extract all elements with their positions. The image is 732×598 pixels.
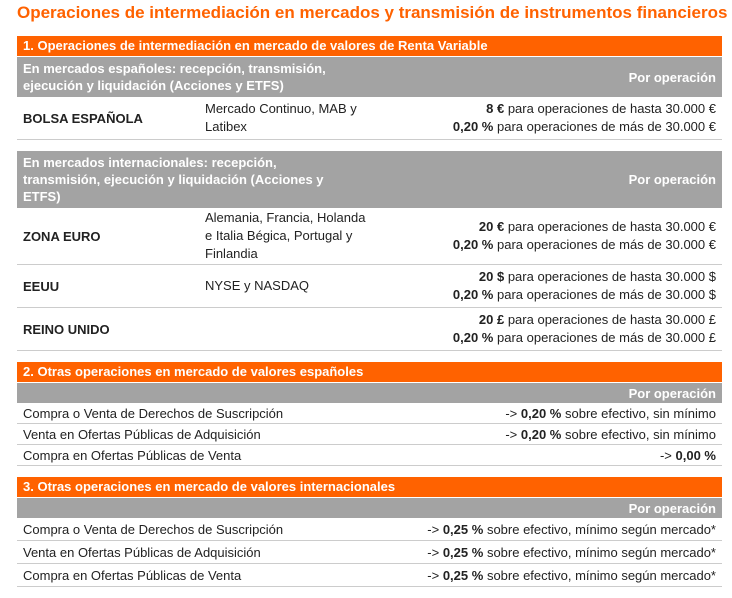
fee-row: Venta en Ofertas Públicas de Adquisición…	[17, 541, 722, 564]
fee-amount: 20 £	[478, 312, 505, 327]
fee-table: 1. Operaciones de intermediación en merc…	[17, 36, 722, 598]
fee-amount: 0,20 %	[520, 426, 562, 442]
fee-text: para operaciones de hasta 30.000 £	[507, 312, 716, 327]
fee-line: 8 € para operaciones de hasta 30.000 €	[375, 100, 716, 118]
fee-text: para operaciones de hasta 30.000 €	[507, 219, 716, 234]
fee-text: sobre efectivo, sin mínimo	[564, 405, 716, 421]
fee-amount: 0,25 %	[442, 521, 484, 537]
fee-amount: 0,00 %	[675, 447, 716, 463]
fee-amount: 0,20 %	[452, 287, 494, 302]
markets: Alemania, Francia, Holanda e Italia Bégi…	[205, 210, 366, 261]
fee-row: Venta en Ofertas Públicas de Adquisición…	[17, 424, 722, 445]
fee-row: REINO UNIDO 20 £ para operaciones de hast…	[17, 308, 722, 351]
section: 2. Otras operaciones en mercado de valor…	[17, 362, 722, 466]
group: En mercados internacionales: recepción, …	[17, 151, 722, 351]
fee-prefix: ->	[659, 447, 672, 463]
fee-row: BOLSA ESPAÑOLA Mercado Continuo, MAB y La…	[17, 97, 722, 140]
fee-amount: 0,20 %	[452, 237, 494, 252]
operation-name: Compra o Venta de Derechos de Suscripció…	[23, 521, 284, 537]
market-name: ZONA EURO	[23, 228, 101, 244]
market-name: REINO UNIDO	[23, 321, 110, 337]
fee-prefix: ->	[427, 567, 440, 583]
group-header: En mercados españoles: recepción, transm…	[17, 57, 722, 97]
group-header: Por operación	[17, 498, 722, 518]
fee-line: 0,20 % para operaciones de más de 30.000…	[375, 236, 716, 254]
fee-amount: 0,25 %	[442, 567, 484, 583]
section: 1. Operaciones de intermediación en merc…	[17, 36, 722, 351]
operation-name: Venta en Ofertas Públicas de Adquisición	[23, 426, 261, 442]
fee-text: para operaciones de más de 30.000 $	[497, 287, 716, 302]
fee-line: 20 $ para operaciones de hasta 30.000 $	[375, 268, 716, 286]
fee-prefix: ->	[505, 426, 518, 442]
fee-text: para operaciones de más de 30.000 €	[497, 119, 716, 134]
fee: -> 0,25 % sobre efectivo, mínimo según m…	[427, 522, 716, 537]
fee-text: para operaciones de hasta 30.000 $	[507, 269, 716, 284]
fee-text: sobre efectivo, sin mínimo	[564, 426, 716, 442]
fee-amount: 0,25 %	[442, 544, 484, 560]
fee: -> 0,00 %	[660, 448, 716, 463]
fee-text: sobre efectivo, mínimo según mercado*	[486, 521, 716, 537]
group-header-text: En mercados españoles: recepción, transm…	[23, 61, 326, 93]
fee-text: sobre efectivo, mínimo según mercado*	[486, 567, 716, 583]
fee-amount: 0,20 %	[520, 405, 562, 421]
fee-text: para operaciones de más de 30.000 €	[497, 237, 716, 252]
operation-name: Compra en Ofertas Públicas de Venta	[23, 567, 242, 583]
fee: 20 £ para operaciones de hasta 30.000 £0…	[375, 311, 716, 347]
operation-name: Venta en Ofertas Públicas de Adquisición	[23, 544, 261, 560]
section-heading: 2. Otras operaciones en mercado de valor…	[17, 362, 722, 382]
section: 3. Otras operaciones en mercado de valor…	[17, 477, 722, 587]
market-name: BOLSA ESPAÑOLA	[23, 110, 143, 126]
fee: -> 0,25 % sobre efectivo, mínimo según m…	[427, 545, 716, 560]
group-header-right: Por operación	[628, 385, 716, 401]
operation-name: Compra en Ofertas Públicas de Venta	[23, 447, 242, 463]
group-header-text: En mercados internacionales: recepción, …	[23, 155, 324, 204]
market-name: EEUU	[23, 278, 60, 294]
section-heading: 3. Otras operaciones en mercado de valor…	[17, 477, 722, 497]
fee-row: Compra en Ofertas Públicas de Venta -> 0,…	[17, 445, 722, 466]
fee-line: 20 € para operaciones de hasta 30.000 €	[375, 218, 716, 236]
fee: -> 0,20 % sobre efectivo, sin mínimo	[505, 427, 716, 442]
page-title: Operaciones de intermediación en mercado…	[17, 3, 728, 22]
markets: Mercado Continuo, MAB y Latibex	[205, 101, 357, 134]
fee-line: 0,20 % para operaciones de más de 30.000…	[375, 118, 716, 136]
fee-row: EEUU NYSE y NASDAQ 20 $ para operaciones d…	[17, 265, 722, 308]
fee-prefix: ->	[427, 544, 440, 560]
fee: -> 0,20 % sobre efectivo, sin mínimo	[505, 406, 716, 421]
fee: 20 $ para operaciones de hasta 30.000 $0…	[375, 268, 716, 304]
operation-name: Compra o Venta de Derechos de Suscripció…	[23, 405, 284, 421]
group-header-right: Por operación	[628, 172, 716, 187]
group-header-right: Por operación	[628, 69, 716, 85]
fee-amount: 0,20 %	[452, 330, 494, 345]
fee-line: 0,20 % para operaciones de más de 30.000…	[375, 329, 716, 347]
fee-text: sobre efectivo, mínimo según mercado*	[486, 544, 716, 560]
group-header: En mercados internacionales: recepción, …	[17, 151, 722, 208]
fee-text: para operaciones de hasta 30.000 €	[507, 101, 716, 116]
fee: 20 € para operaciones de hasta 30.000 €0…	[375, 218, 716, 254]
fee-amount: 20 €	[478, 219, 505, 234]
fee-row: Compra o Venta de Derechos de Suscripció…	[17, 403, 722, 424]
fee-amount: 8 €	[486, 101, 505, 116]
group: En mercados españoles: recepción, transm…	[17, 57, 722, 140]
fee-amount: 20 $	[478, 269, 505, 284]
group-header-right: Por operación	[628, 500, 716, 516]
fee-row: ZONA EURO Alemania, Francia, Holanda e It…	[17, 208, 722, 265]
fee-line: 0,20 % para operaciones de más de 30.000…	[375, 286, 716, 304]
fee: 8 € para operaciones de hasta 30.000 €0,…	[375, 100, 716, 136]
fee-text: para operaciones de más de 30.000 £	[497, 330, 716, 345]
markets: NYSE y NASDAQ	[205, 278, 310, 293]
section-heading: 1. Operaciones de intermediación en merc…	[17, 36, 722, 56]
fee-prefix: ->	[427, 521, 440, 537]
fee-amount: 0,20 %	[452, 119, 494, 134]
fee: -> 0,25 % sobre efectivo, mínimo según m…	[427, 568, 716, 583]
group-header: Por operación	[17, 383, 722, 403]
fee-row: Compra o Venta de Derechos de Suscripció…	[17, 518, 722, 541]
fee-line: 20 £ para operaciones de hasta 30.000 £	[375, 311, 716, 329]
fee-row: Compra en Ofertas Públicas de Venta -> 0,…	[17, 564, 722, 587]
fee-prefix: ->	[505, 405, 518, 421]
